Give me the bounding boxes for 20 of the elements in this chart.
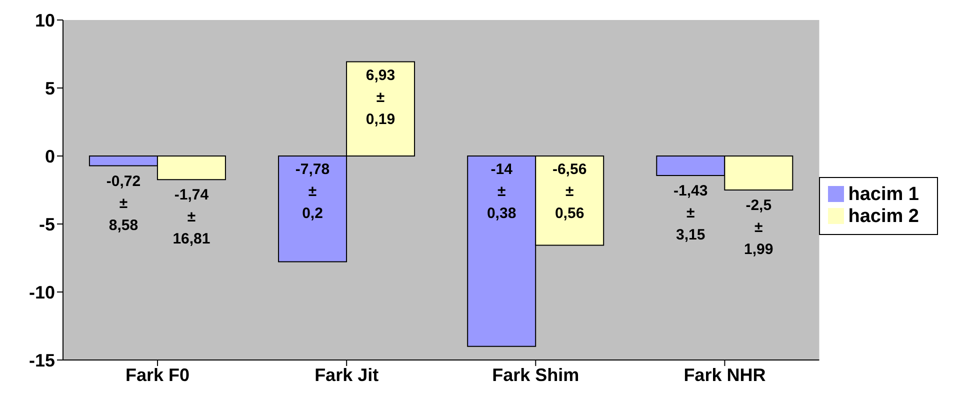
data-label: -0,72 ± 8,58 [106, 172, 141, 234]
y-tick-label: 10 [34, 10, 55, 30]
data-label: -1,74 ± 16,81 [172, 186, 210, 248]
data-label: -2,5 ± 1,99 [744, 197, 774, 258]
data-label: 6,93 ± 0,19 [366, 66, 396, 128]
y-tick-label: 0 [44, 146, 55, 166]
y-tick-label: 5 [44, 78, 55, 98]
legend-label: hacim 2 [848, 206, 919, 226]
data-label: -1,43 ± 3,15 [674, 182, 708, 244]
y-tick-label: -5 [38, 214, 55, 234]
data-label: -6,56 ± 0,56 [552, 161, 587, 222]
data-label: -7,78 ± 0,2 [295, 161, 330, 222]
data-label: -14 ± 0,38 [486, 161, 516, 222]
x-tick-label: Fark Jit [314, 364, 379, 385]
legend-label: hacim 1 [848, 184, 919, 204]
y-tick-label: -15 [28, 350, 55, 370]
x-tick-label: Fark F0 [126, 364, 190, 385]
x-tick-label: Fark Shim [492, 364, 580, 385]
y-tick-label: -10 [28, 282, 55, 302]
x-tick-label: Fark NHR [684, 364, 766, 385]
